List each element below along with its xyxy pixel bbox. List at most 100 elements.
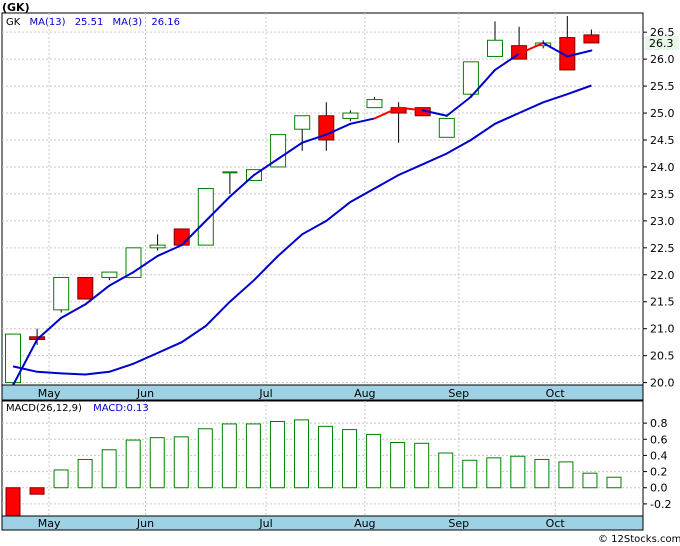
macd-bar [173,436,189,489]
price-x-tick-label: Oct [546,387,566,400]
last-price-badge-bg [645,35,679,50]
macd-legend-value: MACD:0.13 [93,403,149,414]
candle [487,21,503,57]
macd-bar [5,487,21,517]
macd-y-tick-label: -0.2 [650,498,671,511]
price-x-tick-label: May [38,387,61,400]
ma3-segment [542,41,569,58]
candle [197,188,214,246]
ma3-segment [349,117,376,125]
macd-bar [293,419,309,489]
macd-x-tick-label: Jun [136,517,154,530]
ma3-segment [301,133,328,144]
candle [5,333,21,388]
candle-body [438,117,455,138]
price-panel-frame [1,12,644,386]
macd-x-axis-band [1,515,644,531]
macd-x-tick-label: Jul [258,517,272,530]
macd-bar [53,469,69,489]
candle-body [270,134,287,168]
price-x-tick-label: Jun [136,387,154,400]
ma3-segment [228,174,255,198]
ma13-line [12,84,592,376]
price-y-tick-label: 24.0 [650,161,675,174]
candle [77,276,94,300]
legend-ma3-value: 26.16 [151,17,180,28]
candle-body [294,115,311,130]
macd-bar [221,423,237,489]
macd-bar [197,428,213,489]
macd-x-tick-label: Oct [546,517,566,530]
ma3-segment [108,271,135,287]
candle [583,29,600,44]
candle [342,110,359,122]
macd-bar [29,487,45,495]
macd-legend-params: MACD(26,12,9) [6,403,82,414]
macd-bar [269,421,285,489]
price-x-tick-label: Jul [258,387,272,400]
price-y-tick-label: 23.5 [650,188,675,201]
price-y-tick-label: 25.5 [650,80,675,93]
price-y-tick-label: 24.5 [650,134,675,147]
ma3-segment [204,195,231,222]
watermark: © 12Stocks.com [598,534,680,545]
ma3-segment [397,106,424,112]
candle [462,61,479,97]
macd-bar [534,458,550,489]
macd-y-tick-label: 0.2 [650,466,668,479]
macd-bar [414,442,430,489]
macd-bars [5,419,622,517]
price-legend: GK MA(13) 25.51 MA(3) 26.16 [6,17,180,28]
ma3-line [12,41,593,387]
ma3-segment [156,244,183,257]
macd-x-axis: May Jun Jul Aug Sep Oct [38,517,566,530]
ma3-segment [277,141,304,160]
price-x-axis: May Jun Jul Aug Sep Oct [38,387,566,400]
macd-panel: 0.8 0.6 0.4 0.2 0.0 -0.2 May Jun Jul Aug Sep Oct [1,400,671,531]
macd-bar [438,452,454,489]
ma3-segment [60,303,87,319]
price-y-tick-label: 22.0 [650,269,675,282]
ma3-segment [84,284,111,306]
ma3-segment [421,109,448,117]
ma3-segment [469,68,496,98]
candle-body [487,39,503,57]
price-y-tick-label: 21.5 [650,296,675,309]
macd-bar [149,437,165,489]
candle-body [583,34,600,44]
macd-bar [390,442,406,489]
macd-y-tick-label: 0.4 [650,449,668,462]
candle [366,96,383,109]
candle [149,234,166,251]
macd-bar [101,449,117,489]
candle [222,171,238,194]
candle-body [77,276,94,300]
ma3-segment [132,254,159,274]
price-y-tick-label: 20.0 [650,377,675,390]
candle [101,271,118,281]
macd-bar [510,455,526,489]
ma3-segment [36,316,63,341]
candle-body [101,271,118,278]
candle [173,228,190,246]
price-y-tick-label: 26.5 [650,26,675,39]
macd-bar [366,433,382,489]
price-x-axis-band [1,384,644,401]
macd-y-axis: 0.8 0.6 0.4 0.2 0.0 -0.2 [643,417,671,511]
last-price-value: 26.3 [649,37,674,50]
macd-bar [486,457,502,489]
ma3-segment [518,41,545,55]
macd-y-tick-label: 0.6 [650,433,668,446]
candle-body [342,112,359,119]
legend-ma3-label: MA(3) [113,17,143,28]
macd-bar [245,423,261,489]
macd-bar [558,461,574,489]
ma3-segment [325,122,352,136]
ma3-segment [373,106,400,120]
candle [270,134,287,168]
candle [53,276,70,313]
macd-bar [582,472,598,489]
ticker-title: (GK) [2,1,30,14]
candle-body [149,244,166,249]
